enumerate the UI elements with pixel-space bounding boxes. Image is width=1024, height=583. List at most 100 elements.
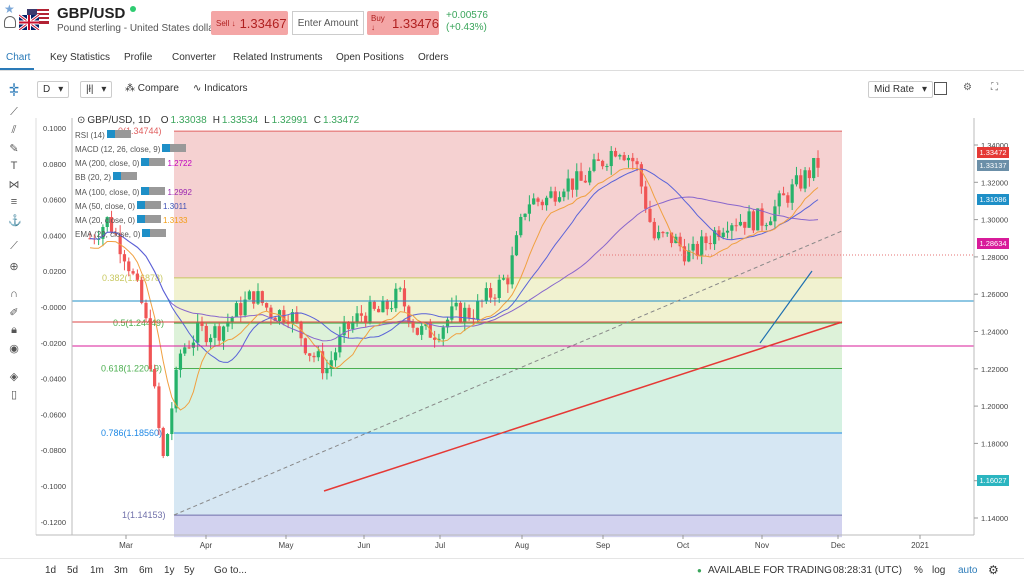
indicator-controls-icon[interactable] bbox=[141, 187, 166, 197]
log-toggle[interactable]: log bbox=[932, 565, 946, 576]
indicator-controls-icon[interactable] bbox=[137, 215, 162, 225]
tab-orders[interactable]: Orders bbox=[418, 52, 449, 63]
percent-toggle[interactable]: % bbox=[914, 565, 923, 576]
left-axis-tick-label: 0.0600 bbox=[43, 196, 66, 205]
candle-body bbox=[687, 250, 691, 262]
indicator-legend-item[interactable]: MA (20, close, 0) 1.3133 bbox=[75, 215, 188, 225]
indicator-legend-item[interactable]: MA (200, close, 0) 1.2722 bbox=[75, 158, 192, 168]
trendline-tool-icon[interactable]: ⟋ bbox=[10, 106, 18, 118]
right-axis-tick-label: 1.18000 bbox=[981, 439, 1008, 448]
fib-level-label: 1(1.14153) bbox=[122, 510, 166, 520]
pattern-tool-icon[interactable]: ⋈ bbox=[8, 179, 20, 191]
amount-input[interactable]: Enter Amount bbox=[292, 11, 364, 35]
bell-icon[interactable] bbox=[4, 16, 16, 28]
magnet-icon[interactable]: ∩ bbox=[10, 288, 18, 300]
eye-icon[interactable]: ◉ bbox=[9, 343, 19, 355]
lock-icon[interactable]: 🔒︎ bbox=[11, 324, 17, 336]
zoom-in-icon[interactable]: ⊕ bbox=[9, 261, 19, 273]
indicator-controls-icon[interactable] bbox=[106, 130, 131, 140]
tab-open-positions[interactable]: Open Positions bbox=[336, 52, 404, 63]
range-6m[interactable]: 6m bbox=[139, 565, 153, 576]
candle-body bbox=[105, 217, 109, 228]
rate-mode-value: Mid Rate bbox=[874, 84, 915, 95]
bottom-bar: 1d 5d 1m 3m 6m 1y 5y Go to... ● AVAILABL… bbox=[0, 558, 1024, 583]
indicator-legend-item[interactable]: EMA (20, close, 0) bbox=[75, 229, 167, 239]
tab-chart[interactable]: Chart bbox=[6, 52, 31, 63]
crosshair-tool-icon[interactable]: ✛ bbox=[9, 87, 19, 99]
candle-body bbox=[691, 243, 695, 251]
fullscreen-icon[interactable]: ⛶ bbox=[991, 82, 998, 93]
gear-icon[interactable]: ⚙ bbox=[963, 82, 972, 93]
low-label: L bbox=[264, 115, 270, 126]
candle-body bbox=[545, 197, 549, 206]
crosshair-icon[interactable]: ✛ bbox=[9, 81, 20, 95]
candle-body bbox=[622, 155, 626, 161]
tab-key-statistics[interactable]: Key Statistics bbox=[50, 52, 111, 63]
indicator-controls-icon[interactable] bbox=[162, 144, 187, 154]
tab-converter[interactable]: Converter bbox=[172, 52, 216, 63]
candle-body bbox=[570, 178, 575, 190]
legend-collapse-icon[interactable]: ⊙ bbox=[77, 115, 86, 126]
fib-tool-icon[interactable]: ≡ bbox=[10, 196, 18, 208]
range-1d[interactable]: 1d bbox=[45, 565, 57, 576]
rate-mode-select[interactable]: Mid Rate ▾ bbox=[868, 81, 934, 98]
month-label: Apr bbox=[200, 541, 213, 550]
anchor-icon[interactable]: ⚓ bbox=[8, 215, 22, 227]
text-tool-icon[interactable]: T bbox=[10, 160, 18, 172]
tab-related-instruments[interactable]: Related Instruments bbox=[233, 52, 323, 63]
screenshot-icon[interactable] bbox=[934, 82, 947, 95]
brush-tool-icon[interactable]: ✎ bbox=[9, 143, 19, 155]
buy-label: Buy ↓ bbox=[371, 14, 385, 32]
auto-toggle[interactable]: auto bbox=[958, 565, 978, 576]
range-5y[interactable]: 5y bbox=[184, 565, 195, 576]
range-5d[interactable]: 5d bbox=[67, 565, 79, 576]
indicator-legend-item[interactable]: RSI (14) bbox=[75, 130, 131, 140]
trash-icon[interactable]: ▯ bbox=[10, 389, 18, 401]
chart-type-select[interactable]: |ł| ▾ bbox=[80, 81, 113, 98]
indicators-button[interactable]: ∿ Indicators bbox=[193, 83, 248, 94]
candle-body bbox=[316, 351, 320, 358]
compare-button[interactable]: ⁂ Compare bbox=[125, 83, 179, 94]
layers-icon[interactable]: ◈ bbox=[9, 371, 19, 383]
candle-body bbox=[704, 236, 708, 244]
star-icon[interactable]: ★ bbox=[4, 2, 15, 16]
fibonacci-zones: 0(1.34744) 0.382(1.26878) 0.5(1.24449) 0.61… bbox=[101, 126, 842, 538]
chart-toolbar: ✛ D ▾ |ł| ▾ ⁂ Compare ∿ Indicators Mid R… bbox=[0, 79, 1024, 101]
range-1y[interactable]: 1y bbox=[164, 565, 175, 576]
candle-body bbox=[725, 230, 730, 233]
indicator-controls-icon[interactable] bbox=[113, 172, 138, 182]
range-3m[interactable]: 3m bbox=[114, 565, 128, 576]
channel-tool-icon[interactable]: ⫽ bbox=[11, 124, 17, 136]
candles-icon: |ł| bbox=[86, 84, 94, 95]
settings-gear-icon[interactable]: ⚙ bbox=[988, 563, 999, 577]
sell-button[interactable]: Sell ↓ 1.33467 bbox=[211, 11, 288, 35]
symbol-description: Pound sterling - United States dollar bbox=[57, 23, 218, 34]
indicator-controls-icon[interactable] bbox=[142, 229, 167, 239]
tab-profile[interactable]: Profile bbox=[124, 52, 153, 63]
indicator-legend-item[interactable]: MA (50, close, 0) 1.3011 bbox=[75, 201, 187, 211]
ma-50-line bbox=[89, 168, 819, 363]
price-chart[interactable]: 0(1.34744) 0.382(1.26878) 0.5(1.24449) 0.61… bbox=[0, 103, 1024, 558]
indicator-legend-item[interactable]: MACD (12, 26, close, 9) bbox=[75, 144, 187, 154]
candle-body bbox=[256, 291, 260, 304]
indicator-value: 1.3133 bbox=[163, 215, 188, 225]
candle-body bbox=[252, 291, 256, 304]
goto-button[interactable]: Go to... bbox=[214, 565, 247, 576]
candle-body bbox=[777, 193, 781, 207]
indicator-controls-icon[interactable] bbox=[137, 201, 162, 211]
interval-select[interactable]: D ▾ bbox=[37, 81, 70, 98]
candle-body bbox=[161, 427, 165, 456]
ruler-icon[interactable]: ⟋ bbox=[10, 240, 18, 252]
candle-body bbox=[148, 318, 152, 370]
right-axis-tick-label: 1.20000 bbox=[981, 402, 1008, 411]
buy-button[interactable]: Buy ↓ 1.33476 bbox=[367, 11, 439, 35]
candle-body bbox=[493, 297, 497, 299]
indicator-value: 1.2992 bbox=[167, 187, 192, 197]
lock-draw-icon[interactable]: ✐ bbox=[9, 307, 19, 319]
indicator-legend-item[interactable]: MA (100, close, 0) 1.2992 bbox=[75, 187, 192, 197]
indicator-legend-item[interactable]: BB (20, 2) bbox=[75, 172, 138, 182]
indicator-name: RSI (14) bbox=[75, 130, 105, 140]
indicator-controls-icon[interactable] bbox=[141, 158, 166, 168]
candle-body bbox=[463, 307, 467, 323]
range-1m[interactable]: 1m bbox=[90, 565, 104, 576]
